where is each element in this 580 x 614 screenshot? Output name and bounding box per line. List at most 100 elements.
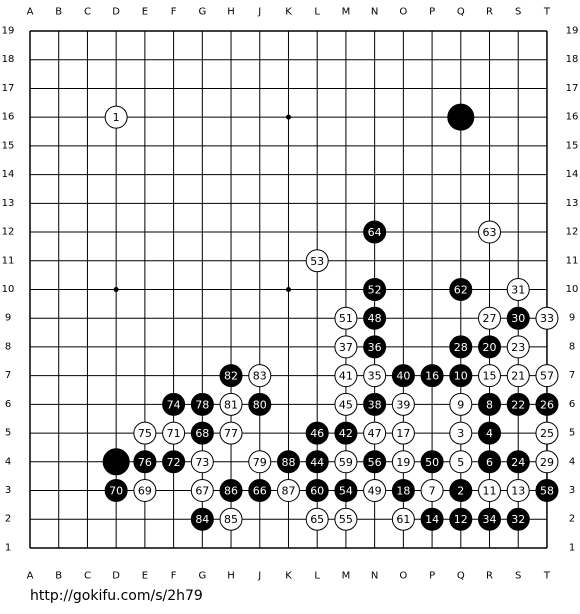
row-label: 6 <box>569 399 575 410</box>
row-label: 8 <box>569 341 575 352</box>
black-stone <box>104 479 128 503</box>
column-label: B <box>55 571 62 582</box>
move-number: 28 <box>454 341 468 354</box>
black-stone <box>391 364 415 388</box>
column-label: C <box>84 7 91 18</box>
move-number: 81 <box>224 398 238 411</box>
move-number: 36 <box>368 341 382 354</box>
move-number: 37 <box>339 341 353 354</box>
row-label: 4 <box>569 456 575 467</box>
white-stone <box>363 364 387 388</box>
black-stone <box>334 421 358 445</box>
black-stone <box>133 450 157 474</box>
move-number: 26 <box>540 398 554 411</box>
black-stone <box>363 306 387 330</box>
black-stone <box>363 220 387 244</box>
white-stone <box>535 306 559 330</box>
white-stone <box>334 392 358 416</box>
move-number: 12 <box>454 513 468 526</box>
column-label: R <box>486 7 493 18</box>
row-label: 11 <box>2 255 15 266</box>
white-stone <box>162 421 186 445</box>
black-stone <box>506 306 530 330</box>
move-number: 71 <box>167 427 181 440</box>
column-label: T <box>543 571 551 582</box>
white-stone <box>449 421 473 445</box>
move-number: 10 <box>454 370 468 383</box>
white-stone <box>478 306 502 330</box>
move-number: 64 <box>368 226 382 239</box>
move-number: 65 <box>310 513 324 526</box>
black-stone <box>447 103 475 131</box>
move-number: 41 <box>339 370 353 383</box>
move-number: 62 <box>454 283 468 296</box>
row-label: 13 <box>566 198 579 209</box>
move-number: 33 <box>540 312 554 325</box>
row-label: 16 <box>2 112 15 123</box>
move-number: 59 <box>339 456 353 469</box>
row-label: 14 <box>2 169 15 180</box>
black-stone <box>305 421 329 445</box>
move-number: 17 <box>396 427 410 440</box>
move-number: 82 <box>224 370 238 383</box>
white-stone <box>506 479 530 503</box>
white-stone <box>391 421 415 445</box>
black-stone <box>535 392 559 416</box>
black-stone <box>420 507 444 531</box>
column-label: N <box>371 7 378 18</box>
column-label: O <box>399 571 407 582</box>
column-label: G <box>198 571 206 582</box>
column-label: G <box>198 7 206 18</box>
white-stone <box>133 479 157 503</box>
row-label: 16 <box>566 112 579 123</box>
white-stone <box>363 479 387 503</box>
white-stone <box>535 450 559 474</box>
black-stone <box>478 450 502 474</box>
row-label: 9 <box>569 313 575 324</box>
move-number: 13 <box>511 485 525 498</box>
move-number: 66 <box>253 485 267 498</box>
row-label: 17 <box>566 83 579 94</box>
black-stone <box>478 507 502 531</box>
row-label: 9 <box>5 313 11 324</box>
move-number: 29 <box>540 456 554 469</box>
white-stone <box>334 364 358 388</box>
move-number: 9 <box>457 398 464 411</box>
white-stone <box>104 105 128 129</box>
move-number: 85 <box>224 513 238 526</box>
move-number: 54 <box>339 485 353 498</box>
column-label: D <box>112 571 120 582</box>
black-stone <box>506 392 530 416</box>
move-number: 79 <box>253 456 267 469</box>
move-number: 20 <box>483 341 497 354</box>
move-number: 7 <box>429 485 436 498</box>
white-stone <box>248 450 272 474</box>
move-number: 44 <box>310 456 324 469</box>
white-stone <box>449 392 473 416</box>
white-stone <box>219 392 243 416</box>
black-stone <box>276 450 300 474</box>
white-stone <box>190 479 214 503</box>
move-number: 73 <box>195 456 209 469</box>
white-stone <box>506 364 530 388</box>
black-stone <box>420 450 444 474</box>
move-number: 27 <box>483 312 497 325</box>
row-label: 10 <box>566 284 579 295</box>
black-stone <box>478 392 502 416</box>
column-label: M <box>342 571 351 582</box>
source-url: http://gokifu.com/s/2h79 <box>30 588 203 604</box>
move-number: 50 <box>425 456 439 469</box>
black-stone <box>449 364 473 388</box>
move-number: 67 <box>195 485 209 498</box>
move-number: 22 <box>511 398 525 411</box>
black-stone <box>363 335 387 359</box>
row-label: 6 <box>5 399 11 410</box>
column-label: D <box>112 7 120 18</box>
white-stone <box>420 479 444 503</box>
row-label: 14 <box>566 169 579 180</box>
black-stone <box>449 507 473 531</box>
star-point <box>285 286 291 292</box>
move-number: 68 <box>195 427 209 440</box>
move-number: 31 <box>511 283 525 296</box>
